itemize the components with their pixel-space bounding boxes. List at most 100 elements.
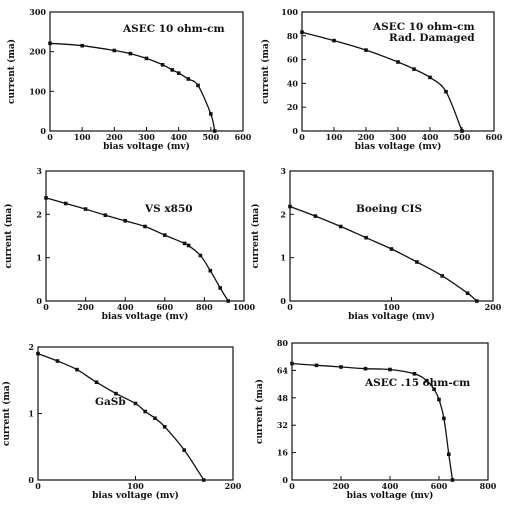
data-point: [388, 367, 392, 372]
chart-panel-4: 0 100 200 0 1 2 3 bias voltage (mv) current (ma)…: [250, 166, 502, 322]
y-tick-label: 80: [277, 338, 289, 348]
x-tick-label: 200: [485, 302, 502, 312]
y-tick-label: 3: [280, 166, 286, 176]
data-point: [415, 260, 419, 264]
chart-title: VS x850: [144, 203, 193, 215]
x-tick-label: 400: [117, 302, 134, 312]
y-tick-label: 2: [36, 209, 42, 219]
chart-title: ASEC 10 ohm-cm: [372, 21, 475, 33]
x-tick-label: 400: [422, 132, 439, 142]
x-axis-label: bias voltage (mv): [355, 141, 442, 152]
data-point: [44, 196, 48, 200]
y-tick-label: 0: [280, 296, 286, 306]
x-axis-label: bias voltage (mv): [348, 311, 435, 322]
y-tick-label: 3: [36, 166, 42, 176]
data-point: [182, 241, 187, 246]
plot-frame: [291, 342, 489, 481]
data-point: [412, 67, 416, 71]
x-tick-label: 400: [170, 132, 187, 142]
data-point: [162, 425, 167, 429]
data-point: [144, 56, 149, 61]
series-line: [49, 42, 216, 132]
x-tick-label: 0: [43, 302, 49, 312]
data-point: [389, 247, 394, 251]
chart-title: ASEC 10 ohm-cm: [122, 23, 225, 35]
x-axis-label: bias voltage (mv): [102, 311, 189, 322]
x-tick-label: 600: [431, 481, 448, 491]
data-point: [450, 478, 455, 482]
plot-frame: [289, 170, 494, 302]
y-tick-label: 1: [28, 409, 34, 419]
x-tick-label: 100: [127, 481, 144, 491]
data-point: [339, 365, 343, 369]
x-tick-label: 200: [225, 481, 242, 491]
y-axis-label: current (ma): [1, 381, 12, 446]
x-tick-label: 600: [486, 132, 503, 142]
data-point: [133, 401, 138, 406]
data-point: [201, 478, 206, 482]
data-point: [182, 448, 186, 452]
x-tick-label: 200: [358, 132, 375, 142]
x-tick-label: 100: [74, 132, 91, 142]
data-point: [465, 291, 470, 295]
y-axis-label: current (ma): [254, 379, 265, 444]
y-tick-label: 0: [292, 126, 298, 136]
x-axis-label: bias voltage (mv): [347, 490, 434, 501]
data-point: [153, 416, 157, 420]
y-tick-label: 2: [28, 342, 34, 352]
y-axis-label: current (ma): [260, 39, 271, 104]
chart-subtitle: Rad. Damaged: [389, 32, 475, 44]
y-tick-label: 300: [29, 7, 46, 17]
y-tick-label: 16: [277, 448, 289, 458]
y-axis-label: current (ma): [6, 39, 17, 104]
x-tick-label: 800: [480, 481, 497, 491]
x-tick-label: 800: [196, 302, 213, 312]
data-point: [475, 299, 479, 303]
data-point: [208, 268, 213, 273]
data-point: [163, 233, 167, 237]
data-point: [114, 391, 118, 396]
y-tick-label: 0: [36, 296, 42, 306]
y-tick-label: 100: [29, 86, 46, 96]
data-point: [437, 397, 441, 402]
y-axis-label: current (ma): [3, 204, 14, 269]
data-point: [75, 367, 79, 372]
x-tick-label: 300: [138, 132, 155, 142]
x-tick-label: 600: [156, 302, 173, 312]
data-point: [226, 299, 230, 303]
data-point: [424, 378, 429, 383]
x-tick-label: 100: [326, 132, 343, 142]
y-tick-label: 60: [287, 55, 299, 65]
data-point: [176, 71, 181, 75]
x-tick-label: 1000: [233, 302, 256, 312]
chart-panel-6: 0 200 400 600 800 0 16 32 48 64 80 bias voltage (mv…: [254, 338, 497, 501]
x-tick-label: 400: [382, 481, 399, 491]
data-point: [64, 201, 68, 206]
data-point: [212, 129, 217, 133]
x-tick-label: 100: [383, 302, 400, 312]
y-tick-label: 100: [281, 7, 298, 17]
data-point: [290, 361, 294, 366]
y-tick-label: 64: [277, 365, 289, 375]
data-point: [460, 129, 464, 133]
x-tick-label: 0: [299, 132, 305, 142]
data-point: [196, 83, 200, 88]
chart-title: Boeing CIS: [356, 203, 422, 215]
x-tick-label: 500: [202, 132, 219, 142]
x-tick-label: 0: [287, 302, 293, 312]
data-point: [160, 63, 165, 67]
x-tick-label: 0: [47, 132, 53, 142]
data-point: [447, 452, 451, 457]
x-tick-label: 300: [390, 132, 407, 142]
y-tick-label: 1: [280, 253, 286, 263]
plot-frame: [37, 346, 234, 481]
series-line: [37, 352, 205, 481]
data-point: [363, 366, 368, 371]
y-tick-label: 2: [280, 209, 286, 219]
plot-frame: [45, 170, 245, 302]
x-tick-label: 0: [35, 481, 41, 491]
data-point: [412, 372, 417, 376]
data-point: [440, 274, 444, 278]
data-point: [332, 38, 336, 43]
